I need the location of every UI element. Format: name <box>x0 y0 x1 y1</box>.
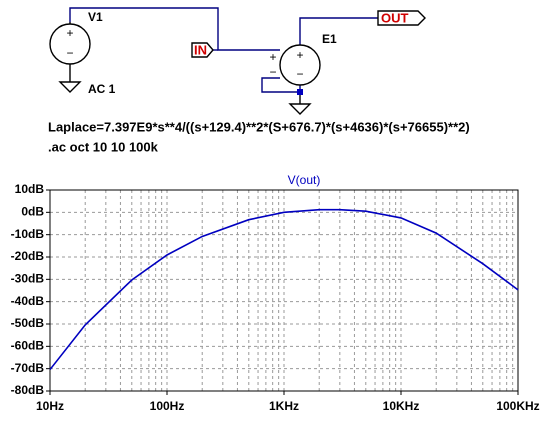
y-tick-label: -20dB <box>11 249 45 263</box>
y-tick-label: -30dB <box>11 272 45 286</box>
y-tick-label: -60dB <box>11 339 45 353</box>
y-tick-label: -10dB <box>11 227 45 241</box>
input-pin: − <box>269 65 276 79</box>
device-pin: + <box>296 48 303 62</box>
source-pin: − <box>66 46 73 60</box>
spice-directive: .ac oct 10 10 100k <box>48 139 159 154</box>
y-tick-label: -50dB <box>11 316 45 330</box>
wire <box>69 7 280 51</box>
source-name: V1 <box>88 10 103 24</box>
y-tick-label: -40dB <box>11 294 45 308</box>
trace-name: V(out) <box>288 173 321 187</box>
x-tick-label: 10KHz <box>383 399 420 413</box>
device-pin: − <box>296 67 303 81</box>
plot: 10dB 0dB -10dB -20dB -30dB -40dB -50dB -60dB -70… <box>11 173 540 413</box>
trace <box>49 208 519 371</box>
wire <box>261 77 301 93</box>
out-flag: OUT <box>377 10 426 26</box>
x-tick-label: 100KHz <box>496 399 539 413</box>
source-pin: + <box>66 26 73 40</box>
y-tick-label: 0dB <box>21 205 44 219</box>
net-label: IN <box>194 42 207 57</box>
in-flag: IN <box>191 42 214 58</box>
x-tick-label: 100Hz <box>150 399 185 413</box>
y-tick-label: -70dB <box>11 361 45 375</box>
laplace-expression: Laplace=7.397E9*s**4/((s+129.4)**2*(S+67… <box>48 119 470 134</box>
wire <box>299 17 378 45</box>
flag-shape <box>377 10 426 26</box>
ground <box>288 103 312 115</box>
net-label: OUT <box>381 10 409 25</box>
input-pin: + <box>269 50 276 64</box>
junction <box>297 89 303 95</box>
flag-shape <box>191 42 214 58</box>
plot-frame <box>49 189 519 392</box>
y-tick-label: 10dB <box>15 182 45 196</box>
source-value: AC 1 <box>88 82 116 96</box>
x-tick-label: 10Hz <box>36 399 64 413</box>
y-tick-label: -80dB <box>11 383 45 397</box>
device-name: E1 <box>322 32 337 46</box>
dependent-source <box>279 44 321 86</box>
x-tick-label: 1KHz <box>269 399 299 413</box>
ground <box>58 81 82 93</box>
